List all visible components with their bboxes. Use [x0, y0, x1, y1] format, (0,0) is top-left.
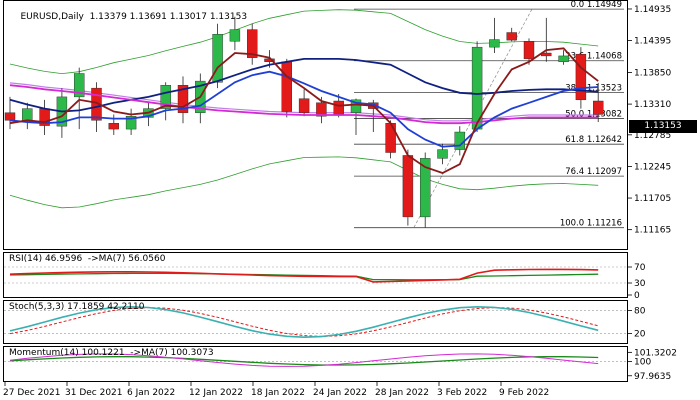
date-label: 6 Jan 2022: [127, 388, 175, 398]
moving-average-line: [9, 84, 599, 125]
axis-tick-label: 0: [634, 291, 640, 298]
stochastic-title: Stoch(5,3,3) 17.1859 42.2110: [9, 302, 145, 312]
rsi-panel[interactable]: RSI(14) 46.9596 ->MA(7) 56.0560: [3, 252, 628, 298]
rsi-canvas: [4, 266, 627, 284]
axis-tick-label: 70: [634, 263, 646, 273]
rsi-axis-labels: 70 30 0: [628, 263, 646, 298]
bearish-candle: [402, 155, 414, 218]
bullish-candle: [160, 84, 171, 109]
band-lower-line: [9, 156, 599, 209]
band-upper-line: [9, 9, 599, 75]
rsi-title: RSI(14) 46.9596 ->MA(7) 56.0560: [9, 254, 166, 264]
bearish-candle: [385, 123, 396, 153]
bearish-candle: [523, 41, 535, 60]
date-label: 3 Feb 2022: [437, 388, 487, 398]
price-tick-label: 1.11165: [634, 226, 671, 236]
stochastic-canvas: [4, 305, 627, 339]
date-label: 12 Jan 2022: [189, 388, 243, 398]
moving-average-line: [9, 58, 599, 113]
momentum-ma-line: [9, 356, 599, 366]
price-tick-label: 1.12785: [634, 131, 671, 141]
bearish-candle: [91, 87, 102, 121]
rsi-line: [9, 268, 599, 283]
rsi-axis: 70 30 0: [628, 252, 700, 298]
axis-tick-label: 100: [634, 358, 651, 368]
fib-trend-line: [413, 8, 533, 228]
bullish-candle: [350, 99, 362, 113]
price-tick-label: 1.11705: [634, 194, 671, 204]
symbol-timeframe: EURUSD,Daily: [20, 12, 84, 22]
bullish-candle: [229, 29, 241, 42]
bullish-candle: [420, 158, 431, 218]
fib-label: 76.4 1.12097: [565, 167, 622, 177]
price-tick-label: 1.13310: [634, 100, 671, 110]
stochastic-panel[interactable]: Stoch(5,3,3) 17.1859 42.2110: [3, 300, 628, 344]
date-label: 9 Feb 2022: [499, 388, 549, 398]
bullish-candle: [125, 116, 137, 130]
ohlc-values: 1.13379 1.13691 1.13017 1.13153: [89, 12, 248, 22]
fib-label: 23.6 1.14068: [565, 52, 622, 62]
bearish-candle: [281, 61, 292, 112]
axis-tick-label: 20: [634, 329, 646, 339]
price-axis-labels: 1.14935 1.14395 1.13850 1.13310 1.12785 1.122…: [628, 5, 671, 236]
price-tick-label: 1.14395: [634, 37, 671, 47]
bearish-candle: [246, 29, 258, 58]
date-label: 18 Jan 2022: [251, 388, 305, 398]
date-label: 24 Jan 2022: [313, 388, 367, 398]
bullish-candle: [454, 131, 465, 150]
date-label: 31 Dec 2021: [65, 388, 123, 398]
date-label: 27 Dec 2021: [3, 388, 61, 398]
chart-title-row: EURUSD,Daily 1.13379 1.13691 1.13017 1.1…: [9, 2, 247, 32]
bearish-candle: [316, 102, 327, 117]
bearish-candle: [575, 53, 587, 101]
bearish-candle: [177, 84, 189, 113]
axis-tick-label: 101.3202: [634, 348, 677, 358]
price-tick-label: 1.12245: [634, 162, 671, 172]
bearish-candle: [4, 112, 16, 121]
moving-average-line: [9, 47, 599, 174]
current-price-marker: 1.13153: [629, 120, 697, 133]
bullish-candle: [489, 39, 500, 48]
bearish-candle: [593, 100, 604, 115]
price-tick-label: 1.14935: [634, 5, 671, 15]
price-tick-label: 1.13850: [634, 68, 671, 78]
axis-tick-label: 30: [634, 279, 646, 289]
stochastic-axis: 80 20: [628, 300, 700, 344]
momentum-title: Momentum(14) 100.1221 ->MA(7) 100.3073: [9, 348, 214, 358]
rsi-ma-line: [9, 272, 599, 281]
bearish-candle: [108, 123, 120, 130]
momentum-axis: 101.3202 100 97.9635: [628, 346, 700, 382]
price-chart-panel[interactable]: 0.0 1.14949 23.6 1.14068 38.2 1.13523 50.0 …: [3, 0, 628, 250]
bearish-candle: [298, 98, 310, 113]
stochastic-axis-labels: 80 20: [628, 307, 646, 339]
moving-average-line: [9, 70, 599, 148]
axis-tick-label: 97.9635: [634, 372, 671, 382]
bearish-candle: [333, 100, 344, 115]
axis-tick-label: 80: [634, 307, 646, 317]
momentum-canvas: [4, 353, 627, 367]
fib-label: 61.8 1.12642: [565, 135, 622, 145]
date-label: 28 Jan 2022: [375, 388, 429, 398]
bullish-candle: [73, 73, 85, 98]
stochastic-main-line: [9, 305, 599, 339]
bullish-candle: [22, 108, 33, 121]
fib-label: 100.0 1.11216: [560, 219, 622, 229]
date-axis-labels: 27 Dec 2021 31 Dec 2021 6 Jan 2022 12 Jan 2…: [3, 382, 549, 398]
price-axis: 1.14935 1.14395 1.13850 1.13310 1.12785 1.122…: [628, 0, 700, 250]
bullish-candle: [437, 149, 448, 159]
momentum-line: [9, 353, 599, 367]
fib-label: 38.2 1.13523: [565, 84, 622, 94]
fib-label: 0.0 1.14949: [571, 1, 622, 10]
bullish-candle: [558, 55, 569, 62]
date-axis: 27 Dec 2021 31 Dec 2021 6 Jan 2022 12 Jan 2…: [0, 382, 700, 400]
bullish-candle: [212, 34, 223, 83]
momentum-panel[interactable]: Momentum(14) 100.1221 ->MA(7) 100.3073: [3, 346, 628, 382]
stochastic-signal-line: [9, 307, 599, 337]
bearish-candle: [506, 32, 517, 41]
